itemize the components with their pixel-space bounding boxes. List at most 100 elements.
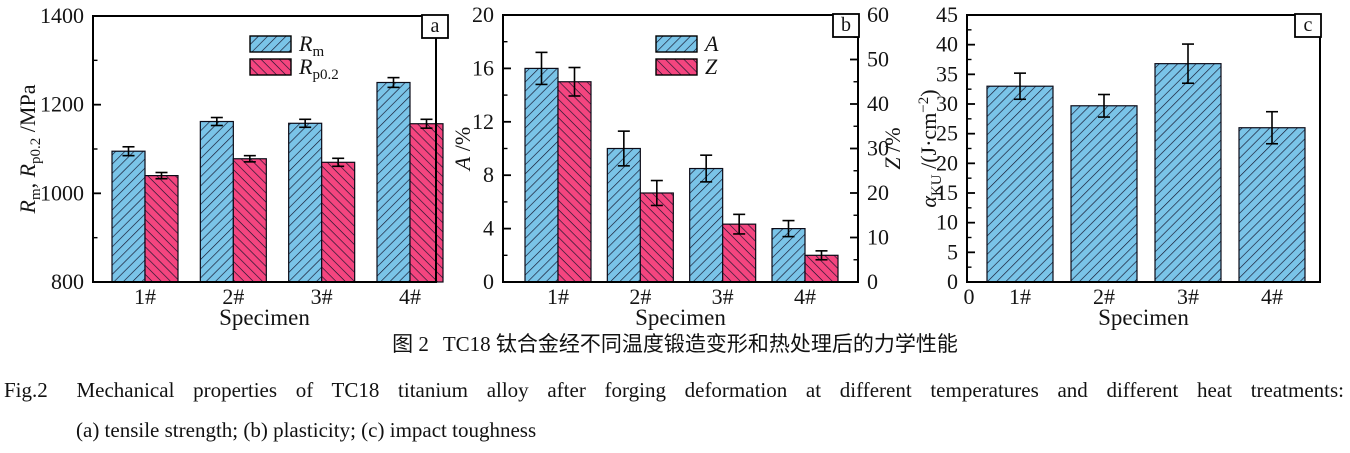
panel-label-box-c: [1294, 13, 1322, 38]
y2-axis-title-b: Z /%: [880, 127, 905, 169]
bar-c-alphaKU-1#: [986, 85, 1054, 283]
x-tick-label: 4#: [794, 284, 816, 309]
figure-2: 800 1000 1200 1400 1# 2# 3# 4# Specimen Rm, Rp0.2…: [0, 2, 1350, 442]
tick-label: 40: [936, 32, 958, 57]
bar-b-A-2#: [606, 147, 641, 283]
error-bar-a-Rp0.2-4#: [420, 118, 433, 129]
error-bar-b-A-4#: [782, 219, 795, 238]
x-tick-label: 1#: [1009, 284, 1031, 309]
error-bar-a-Rp0.2-2#: [243, 154, 256, 163]
error-bar-b-A-1#: [535, 51, 548, 86]
bar-b-A-1#: [524, 67, 559, 283]
x-tick-label: 1#: [134, 284, 156, 309]
tick-label: 0: [867, 269, 878, 294]
error-bar-a-Rm-2#: [210, 116, 223, 127]
error-bar-c-alphaKU-1#: [1014, 72, 1026, 101]
tick-label: 8: [483, 162, 494, 187]
tick-label: 40: [867, 91, 889, 116]
error-bar-a-Rp0.2-3#: [332, 157, 345, 168]
tick-label: 12: [472, 109, 494, 134]
x-tick-label: 3#: [311, 284, 333, 309]
bar-b-A-4#: [771, 228, 806, 283]
tick-label: 4: [483, 216, 494, 241]
bar-a-Rp0.2-3#: [321, 161, 356, 283]
x-tick-label: 3#: [1177, 284, 1199, 309]
tick-label: 1000: [40, 180, 84, 205]
panel-label-b: b: [841, 14, 851, 36]
tick-label: 800: [51, 269, 84, 294]
caption-en-text: Mechanical properties of TC18 titanium a…: [76, 378, 1345, 402]
legend-swatch-Rp0.2: [249, 58, 292, 76]
panel-a: 800 1000 1200 1400 1# 2# 3# 4# Specimen Rm, Rp0.2…: [15, 3, 449, 330]
caption-zh-figno: 图 2: [392, 332, 429, 356]
y-axis-title-a: Rm, Rp0.2 /MPa: [15, 84, 44, 214]
bar-a-Rm-2#: [199, 120, 234, 283]
error-bar-a-Rp0.2-1#: [155, 171, 168, 180]
bar-c-alphaKU-2#: [1070, 105, 1138, 283]
x-tick-label: 2#: [1093, 284, 1115, 309]
bar-a-Rp0.2-4#: [409, 123, 444, 283]
tick-label: 45: [936, 2, 958, 27]
caption-en-figno: Fig.2: [4, 378, 48, 402]
caption-english: Fig.2 Mechanical properties of TC18 tita…: [4, 378, 1344, 402]
tick-label: 0: [947, 269, 958, 294]
tick-label: 25: [936, 121, 958, 146]
x-tick-label: 2#: [629, 284, 651, 309]
tick-label: 35: [936, 61, 958, 86]
bar-a-Rp0.2-1#: [144, 175, 179, 283]
tick-label: 1200: [40, 92, 84, 117]
error-bar-b-Z-2#: [650, 179, 663, 207]
x-origin-label: 0: [964, 284, 975, 309]
x-tick-label: 4#: [399, 284, 421, 309]
bar-b-Z-1#: [557, 81, 592, 283]
legend-label-Z: Z: [705, 54, 718, 79]
error-bar-c-alphaKU-4#: [1266, 110, 1278, 145]
tick-label: 20: [472, 2, 494, 27]
caption-chinese: 图 2 TC18 钛合金经不同温度锻造变形和热处理后的力学性能: [0, 332, 1350, 356]
x-tick-label: 1#: [547, 284, 569, 309]
tick-label: 20: [936, 150, 958, 175]
tick-label: 50: [867, 47, 889, 72]
error-bar-a-Rm-3#: [299, 118, 312, 129]
bar-c-alphaKU-4#: [1238, 127, 1306, 283]
bar-b-A-3#: [689, 167, 724, 283]
tick-label: 16: [472, 55, 494, 80]
legend-label-A: A: [703, 31, 719, 56]
bar-a-Rm-1#: [111, 150, 146, 283]
bar-a-Rm-3#: [288, 122, 323, 283]
error-bar-c-alphaKU-2#: [1098, 93, 1110, 118]
tick-label: 1400: [40, 3, 84, 28]
tick-label: 20: [867, 180, 889, 205]
tick-label: 0: [483, 269, 494, 294]
panel-label-a: a: [431, 15, 440, 37]
bar-b-Z-2#: [639, 192, 674, 283]
tick-label: 10: [936, 210, 958, 235]
error-bar-a-Rm-4#: [387, 76, 400, 89]
legend-swatch-Z: [655, 58, 698, 76]
x-axis-title-b: Specimen: [635, 305, 726, 330]
panel-label-box-b: [832, 13, 860, 38]
error-bar-b-A-3#: [700, 154, 713, 183]
x-tick-label: 2#: [222, 284, 244, 309]
error-bar-b-Z-1#: [568, 66, 581, 97]
tick-label: 60: [867, 2, 889, 27]
legend-swatch-A: [655, 35, 698, 53]
x-tick-label: 3#: [712, 284, 734, 309]
tick-label: 30: [936, 91, 958, 116]
tick-label: 10: [867, 225, 889, 250]
error-bar-c-alphaKU-3#: [1182, 43, 1194, 85]
x-tick-label: 4#: [1261, 284, 1283, 309]
y-axis-title-b: A /%: [450, 127, 475, 172]
panel-label-box-a: [421, 14, 449, 39]
panel-b: 0 4 8 12 16 20 0 10 20 30 40 50 60 1# 2# 3# 4# Specimen A …: [450, 2, 905, 330]
caption-subitems: (a) tensile strength; (b) plasticity; (c…: [76, 418, 537, 442]
x-axis-title-c: Specimen: [1098, 305, 1189, 330]
panel-label-c: c: [1304, 14, 1313, 36]
error-bar-b-A-2#: [617, 130, 630, 167]
bar-c-alphaKU-3#: [1154, 63, 1222, 283]
legend-swatch-Rm: [249, 35, 292, 53]
legend-label-Rp0.2: Rp0.2: [298, 54, 339, 83]
error-bar-b-Z-3#: [733, 213, 746, 235]
